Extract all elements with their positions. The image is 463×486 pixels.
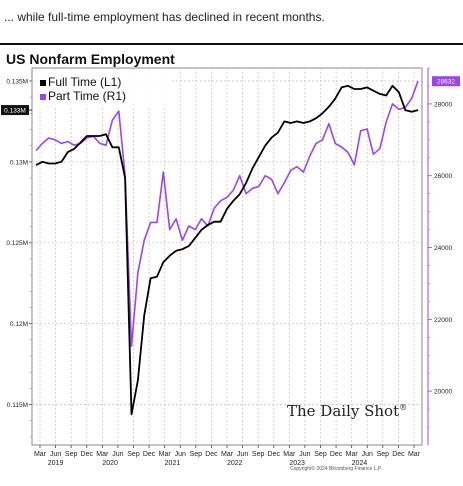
x-tick-label: Dec xyxy=(330,451,343,458)
x-tick-label: Jun xyxy=(175,451,186,458)
y-left-tick-label: 0.13M xyxy=(10,159,28,166)
x-tick-label: Dec xyxy=(143,451,156,458)
watermark-text: The Daily Shot xyxy=(287,402,400,420)
x-tick-label: Sep xyxy=(252,451,265,458)
x-tick-label: Mar xyxy=(408,451,421,458)
chart-title: US Nonfarm Employment xyxy=(6,51,175,67)
last-value-label-full-time: 0.133M xyxy=(4,108,26,115)
legend-swatch xyxy=(40,94,46,100)
y-right-tick-label: 26000 xyxy=(434,173,452,180)
x-year-label: 2022 xyxy=(227,460,243,467)
watermark: The Daily Shot® xyxy=(287,402,407,420)
x-tick-label: Sep xyxy=(314,451,327,458)
x-tick-label: Mar xyxy=(34,451,47,458)
last-value-tag-part-time: 28632 xyxy=(432,76,460,87)
x-tick-label: Mar xyxy=(96,451,109,458)
x-tick-label: Jun xyxy=(362,451,373,458)
x-year-label: 2020 xyxy=(102,460,118,467)
copyright: Copyright© 2024 Bloomberg Finance L.P. xyxy=(290,466,382,472)
y-right-tick-label: 24000 xyxy=(434,245,452,252)
x-tick-label: Jun xyxy=(112,451,123,458)
x-year-label: 2019 xyxy=(48,460,64,467)
y-right-tick-label: 20000 xyxy=(434,389,452,396)
y-left-tick-label: 0.12M xyxy=(10,321,28,328)
x-tick-label: Mar xyxy=(221,451,234,458)
x-tick-label: Sep xyxy=(65,451,78,458)
watermark-registered-mark: ® xyxy=(399,403,408,412)
caption: ... while full-time employment has decli… xyxy=(4,10,325,24)
last-value-tag-bg xyxy=(432,76,460,87)
y-left-tick-label: 0.135M xyxy=(6,78,28,85)
legend-swatch xyxy=(40,80,46,86)
x-tick-label: Mar xyxy=(346,451,359,458)
x-year-label: 2023 xyxy=(289,460,305,467)
x-tick-label: Sep xyxy=(377,451,390,458)
x-tick-label: Jun xyxy=(50,451,61,458)
x-tick-label: Dec xyxy=(268,451,281,458)
x-tick-label: Dec xyxy=(392,451,405,458)
x-tick-label: Dec xyxy=(205,451,218,458)
x-tick-label: Sep xyxy=(190,451,203,458)
last-value-tag-full-time: 0.133M xyxy=(1,105,32,116)
x-tick-label: Mar xyxy=(159,451,172,458)
x-tick-label: Sep xyxy=(127,451,140,458)
x-year-label: 2024 xyxy=(352,460,368,467)
legend-entry: Full Time (L1) xyxy=(48,75,121,89)
y-left-tick-label: 0.115M xyxy=(7,402,28,409)
y-right-tick-label: 28000 xyxy=(434,101,452,108)
x-tick-label: Dec xyxy=(81,451,94,458)
x-year-label: 2021 xyxy=(165,460,181,467)
series-line-part-time xyxy=(35,80,419,348)
last-value-label-part-time: 28632 xyxy=(437,79,455,86)
legend-entry: Part Time (R1) xyxy=(48,89,126,103)
y-left-tick-label: 0.125M xyxy=(6,240,28,247)
x-tick-label: Jun xyxy=(299,451,310,458)
x-tick-label: Jun xyxy=(237,451,248,458)
divider xyxy=(0,43,463,45)
series-line-full-time xyxy=(35,84,419,416)
last-value-tag-bg xyxy=(1,105,29,116)
x-tick-label: Mar xyxy=(283,451,296,458)
legend: Full Time (L1)Part Time (R1) xyxy=(36,72,172,108)
legend-box xyxy=(36,72,172,108)
y-right-tick-label: 22000 xyxy=(434,317,452,324)
